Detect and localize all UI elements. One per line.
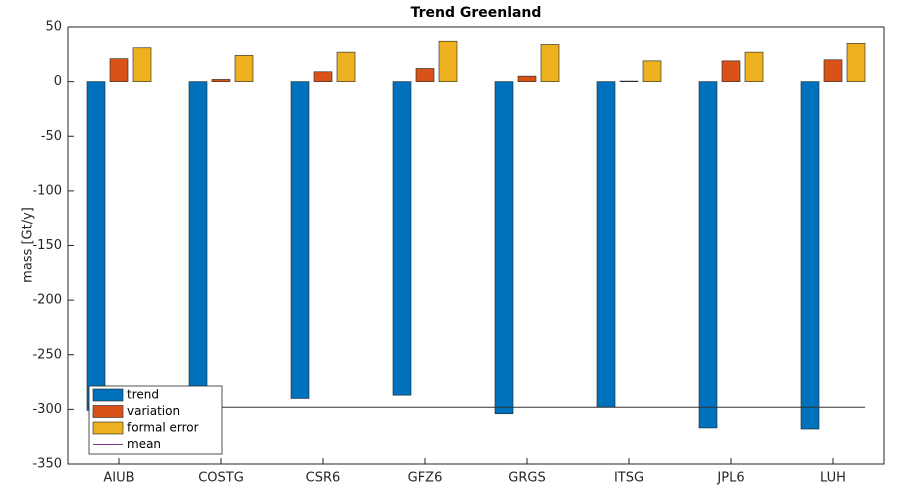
y-tick-label: -200 <box>32 293 62 308</box>
bar <box>642 60 662 82</box>
bar <box>313 71 333 82</box>
legend-label: formal error <box>127 421 199 435</box>
bar <box>596 81 616 408</box>
x-tick-label: AIUB <box>103 471 134 486</box>
bar <box>823 59 843 82</box>
legend-label: mean <box>127 437 161 451</box>
bar <box>86 81 106 411</box>
bar <box>744 51 764 82</box>
x-tick-label: LUH <box>820 471 846 486</box>
y-tick-label: -300 <box>32 402 62 417</box>
x-tick-label: CSR6 <box>306 471 341 486</box>
legend-swatch <box>92 388 124 402</box>
legend-swatch <box>92 405 124 418</box>
bar <box>517 75 537 82</box>
y-tick-label: -150 <box>32 238 62 253</box>
bar <box>438 40 458 82</box>
bar <box>721 60 741 82</box>
x-tick-label: JPL6 <box>716 471 744 486</box>
bar <box>846 43 866 82</box>
x-tick-label: GRGS <box>508 471 545 486</box>
bar <box>132 47 152 82</box>
y-tick-label: 50 <box>45 20 62 35</box>
bar <box>188 81 208 407</box>
legend: trend variation formal error mean <box>88 385 223 455</box>
bar <box>698 81 718 429</box>
bar <box>109 58 129 82</box>
bar <box>800 81 820 430</box>
bar <box>211 79 231 82</box>
y-tick-label: -250 <box>32 347 62 362</box>
y-tick-label: -350 <box>32 457 62 472</box>
y-tick-label: -50 <box>41 129 62 144</box>
x-tick-label: GFZ6 <box>408 471 443 486</box>
bar <box>619 80 639 82</box>
bar <box>494 81 514 415</box>
bar <box>290 81 310 399</box>
bar <box>336 51 356 82</box>
chart-title: Trend Greenland <box>411 5 542 21</box>
legend-label: variation <box>127 404 180 418</box>
axes-box <box>67 26 885 465</box>
bar <box>392 81 412 396</box>
bar <box>234 55 254 82</box>
y-tick-label: 0 <box>54 74 62 89</box>
y-axis-label: mass [Gt/y] <box>21 207 36 283</box>
x-tick-label: COSTG <box>198 471 244 486</box>
x-tick-label: ITSG <box>614 471 644 486</box>
y-tick-label: -100 <box>32 183 62 198</box>
legend-swatch <box>92 421 124 435</box>
bar <box>415 68 435 82</box>
bar <box>540 44 560 82</box>
legend-label: trend <box>127 388 159 402</box>
